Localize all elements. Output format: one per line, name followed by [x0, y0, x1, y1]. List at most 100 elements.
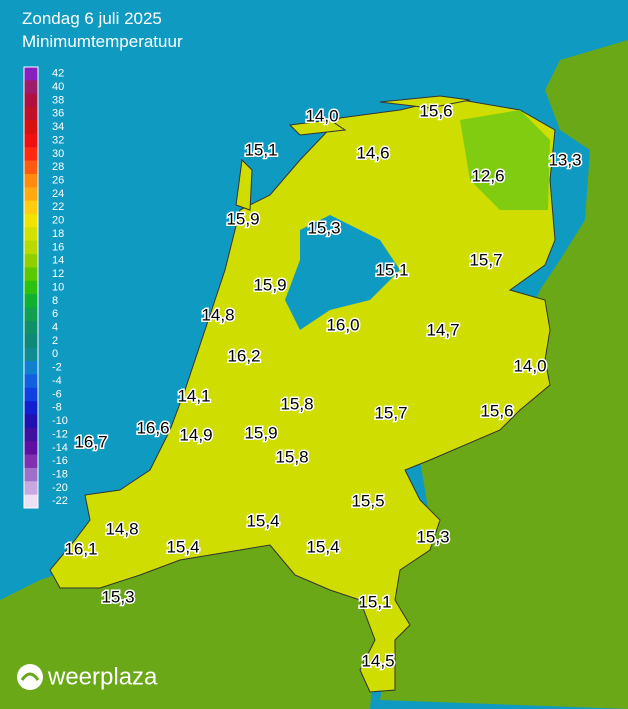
station-value: 14,7 — [426, 320, 459, 339]
station-value: 15,1 — [358, 592, 391, 611]
legend-label: 0 — [52, 348, 58, 360]
station-value: 16,6 — [136, 418, 169, 437]
station-value: 15,8 — [280, 394, 313, 413]
station-value: 15,1 — [375, 260, 408, 279]
station-value: 15,9 — [253, 275, 286, 294]
legend-swatch — [24, 441, 38, 456]
legend-swatch — [24, 133, 38, 148]
station-values: 14,0 15,6 15,1 14,6 12,6 13,3 15,9 15,3 15,1 15,7… — [63, 100, 583, 672]
station-value: 15,8 — [275, 447, 308, 466]
station-value: 14,1 — [177, 386, 210, 405]
station-value: 16,0 — [326, 315, 359, 334]
legend-swatch — [24, 481, 38, 496]
legend-swatch — [24, 414, 38, 429]
station-value: 15,5 — [351, 491, 384, 510]
legend-label: 32 — [52, 134, 64, 146]
legend-label: 16 — [52, 241, 64, 253]
legend-label: -18 — [52, 468, 68, 480]
netherlands — [49, 97, 556, 693]
neighbour-land — [0, 40, 628, 709]
legend-swatch — [24, 374, 38, 389]
legend-label: 8 — [52, 295, 58, 307]
legend-label: -6 — [52, 388, 62, 400]
islands — [235, 95, 471, 211]
legend-label: -4 — [52, 375, 62, 387]
station-value: 15,1 — [244, 140, 277, 159]
legend-swatch — [24, 307, 38, 322]
legend-label: 30 — [52, 148, 64, 160]
station-value: 13,3 — [548, 150, 581, 169]
legend-swatch — [24, 320, 38, 335]
legend-label: 36 — [52, 108, 64, 120]
legend-swatch — [24, 160, 38, 175]
station-value: 12,6 — [471, 166, 504, 185]
legend-label: 14 — [52, 255, 64, 267]
station-value: 14,5 — [361, 651, 394, 670]
ijsselmeer — [285, 215, 400, 330]
station-value: 14,0 — [305, 106, 338, 125]
legend-swatch — [24, 67, 38, 81]
legend-swatch — [24, 361, 38, 375]
legend-label: 12 — [52, 268, 64, 280]
legend-swatch — [24, 387, 38, 402]
title: Zondag 6 juli 2025 — [22, 9, 162, 28]
legend-swatch — [24, 187, 38, 202]
legend-swatch — [24, 427, 38, 442]
station-value: 14,8 — [201, 305, 234, 324]
legend-swatch — [24, 347, 38, 362]
station-value: 15,7 — [469, 250, 502, 269]
legend-swatch — [24, 147, 38, 162]
legend-frame — [23, 66, 39, 509]
legend-swatch — [24, 214, 38, 228]
station-value: 15,6 — [480, 401, 513, 420]
station-value: 16,2 — [227, 346, 260, 365]
brand: weerplaza — [47, 663, 158, 690]
legend-label: 34 — [52, 121, 64, 133]
legend-swatch — [24, 240, 38, 255]
legend-swatch — [24, 107, 38, 121]
brand-logo — [17, 664, 43, 690]
legend-label: 10 — [52, 281, 64, 293]
station-value: 16,1 — [64, 539, 97, 558]
legend-label: -2 — [52, 362, 62, 374]
legend-label: 18 — [52, 228, 64, 240]
legend-label: -10 — [52, 415, 68, 427]
station-value: 15,3 — [416, 527, 449, 546]
legend-swatch — [24, 200, 38, 215]
legend-label: -16 — [52, 455, 68, 467]
legend-swatch — [24, 494, 38, 509]
station-value: 15,9 — [226, 209, 259, 228]
legend-label: -12 — [52, 428, 68, 440]
legend-label: 38 — [52, 94, 64, 106]
legend: 424038363432302826242220181614121086420-… — [23, 66, 68, 509]
station-value: 15,7 — [374, 403, 407, 422]
legend-swatch — [24, 454, 38, 469]
station-value: 14,9 — [179, 425, 212, 444]
cool-area — [460, 110, 550, 210]
legend-label: 28 — [52, 161, 64, 173]
legend-swatch — [24, 93, 38, 108]
legend-label: 4 — [52, 321, 58, 333]
legend-label: 6 — [52, 308, 58, 320]
legend-swatch — [24, 254, 38, 268]
station-value: 14,0 — [513, 356, 546, 375]
legend-label: 2 — [52, 335, 58, 347]
legend-label: 40 — [52, 81, 64, 93]
legend-label: -22 — [52, 495, 68, 507]
station-value: 14,6 — [356, 143, 389, 162]
legend-swatch — [24, 294, 38, 309]
station-value: 15,3 — [101, 587, 134, 606]
legend-label: 26 — [52, 174, 64, 186]
station-value: 15,4 — [166, 537, 199, 556]
legend-label: 42 — [52, 68, 64, 80]
station-value: 15,4 — [306, 537, 339, 556]
legend-swatch — [24, 120, 38, 135]
legend-label: 22 — [52, 201, 64, 213]
legend-label: 24 — [52, 188, 64, 200]
legend-swatch — [24, 80, 38, 95]
station-value: 15,9 — [244, 423, 277, 442]
legend-swatch — [24, 267, 38, 282]
legend-label: 20 — [52, 215, 64, 227]
legend-swatch — [24, 401, 38, 415]
